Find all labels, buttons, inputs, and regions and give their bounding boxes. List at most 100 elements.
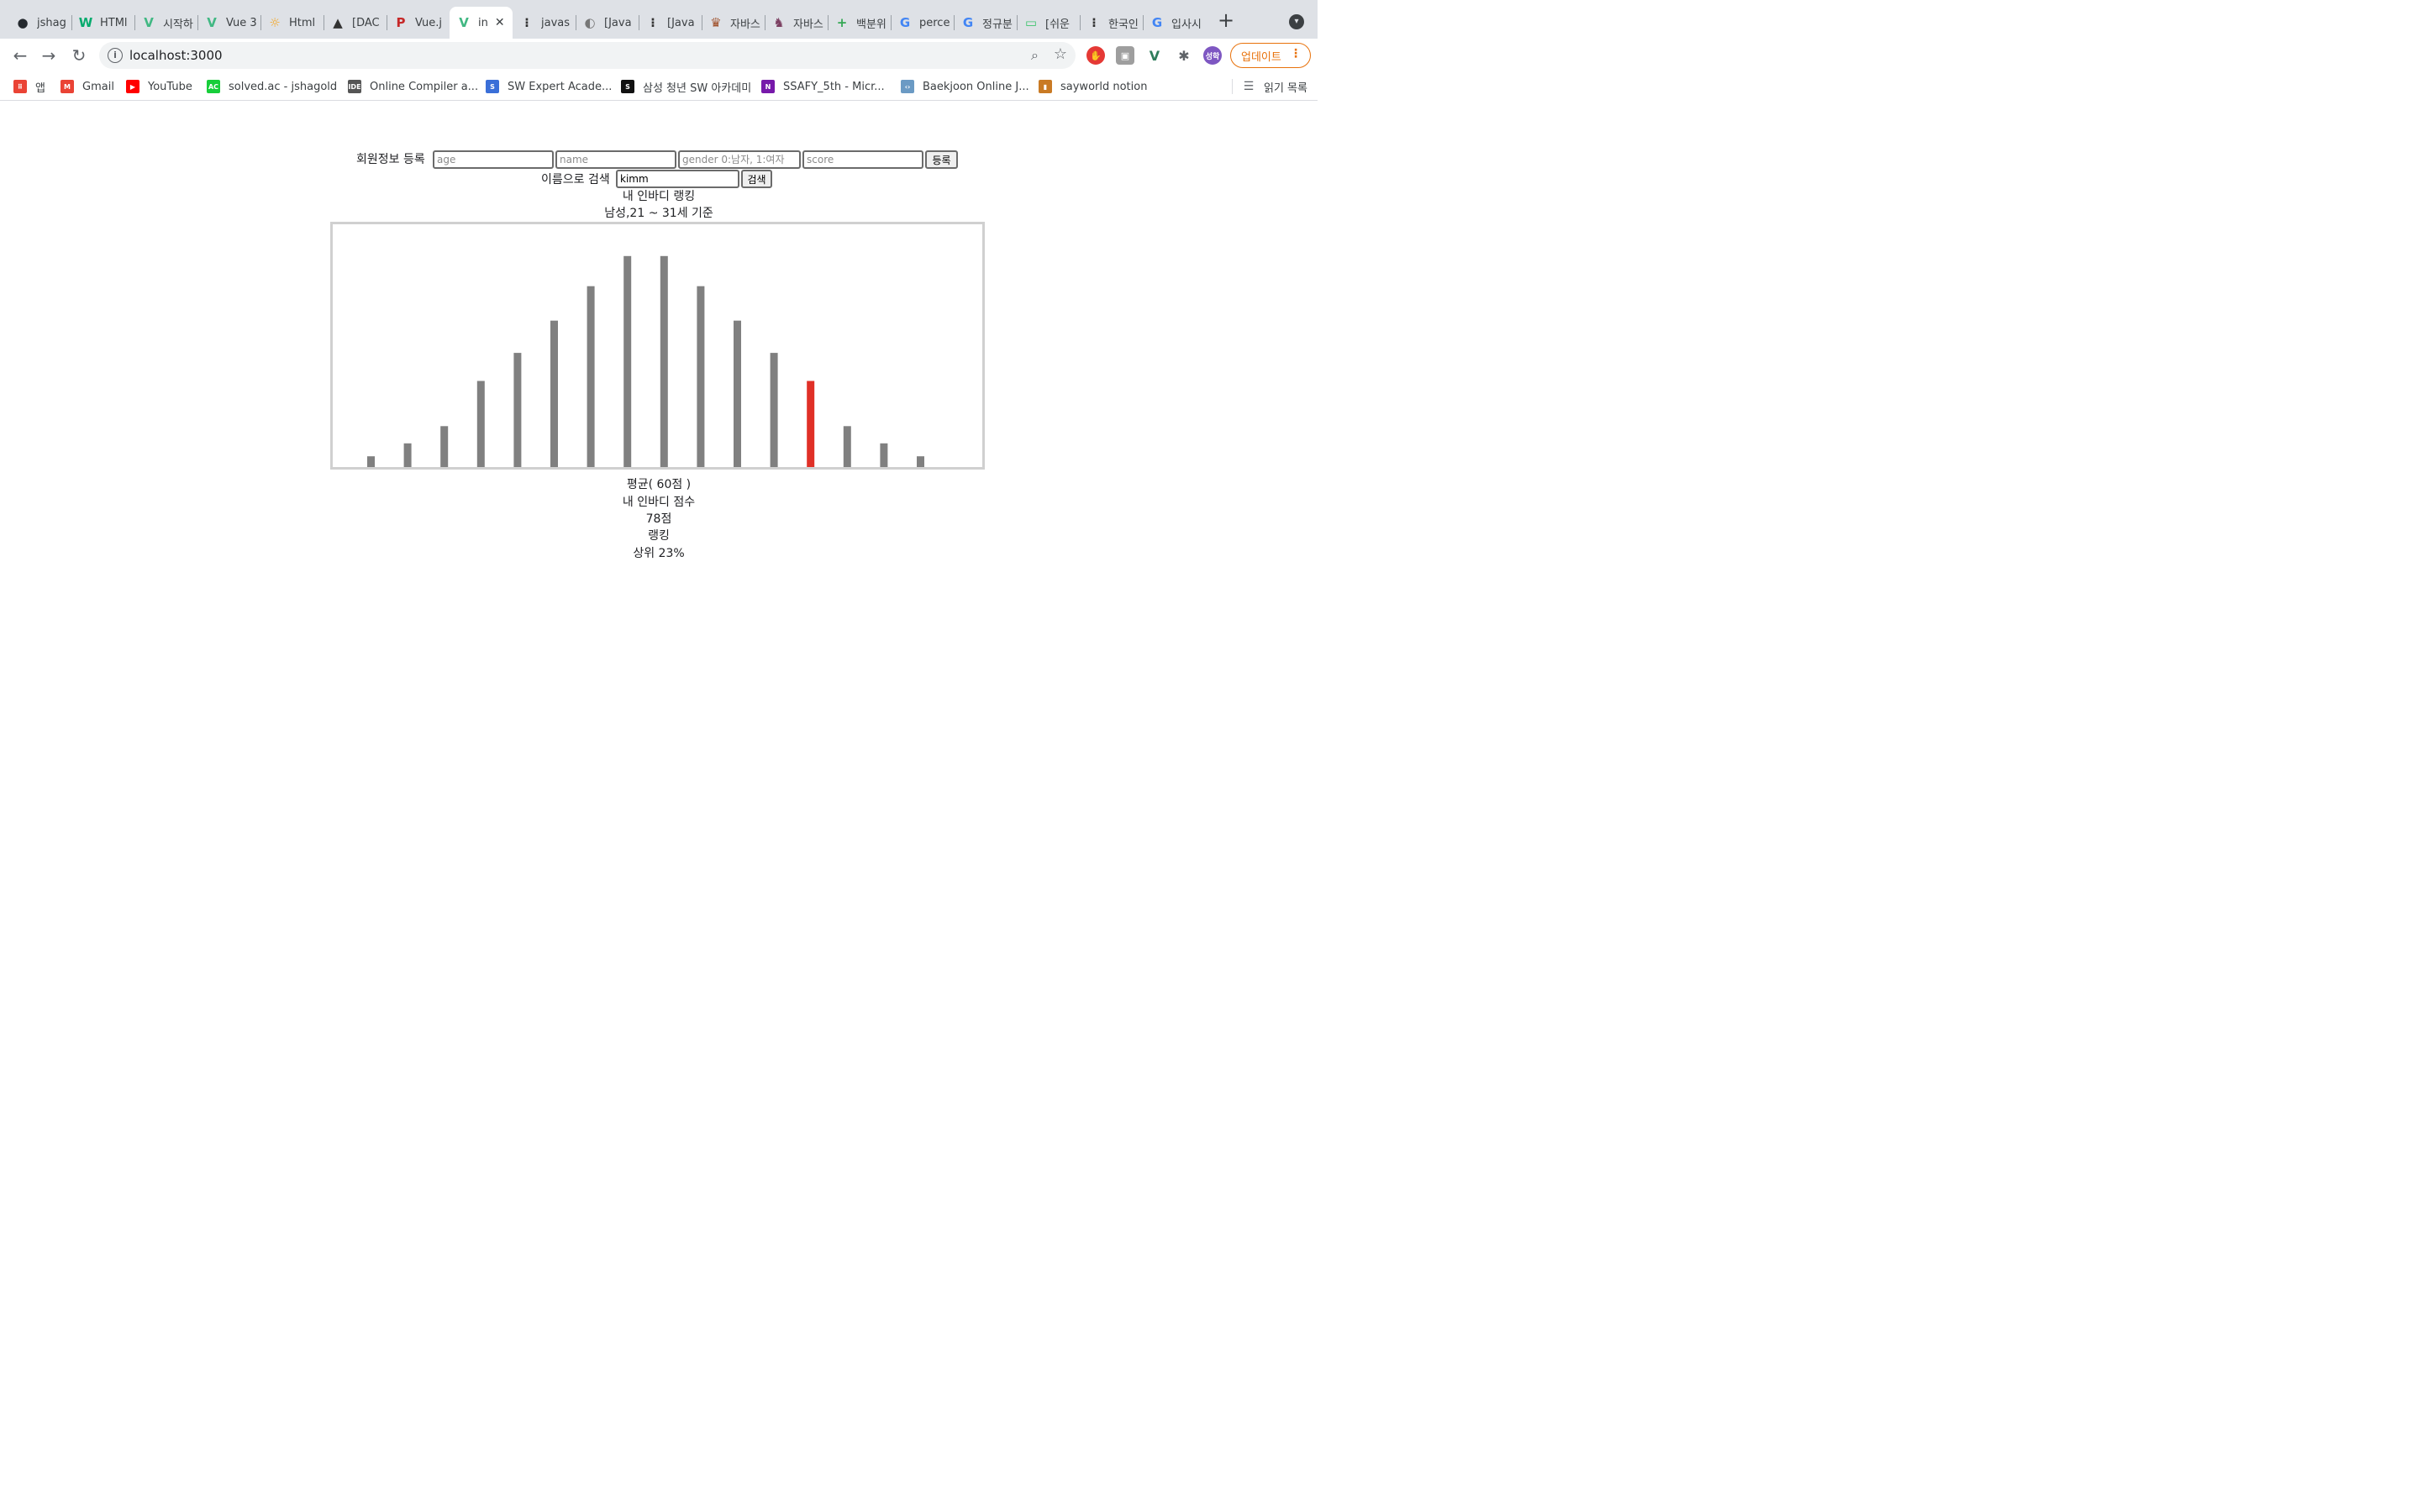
image-extension-icon[interactable]: ▣ [1116,46,1134,65]
reading-list-button[interactable]: ☰ 읽기 목록 [1242,79,1307,95]
gender-input[interactable] [678,150,801,169]
tab[interactable]: P Vue.j [387,7,450,39]
search-label: 이름으로 검색 [541,173,610,186]
profile-avatar[interactable]: 성학 [1203,46,1222,65]
reload-icon[interactable]: ↻ [71,45,87,66]
vue-icon: V [459,15,469,30]
search-button[interactable]: 검색 [741,170,772,188]
tab[interactable]: ⁝ javas [513,7,576,39]
ninja-icon: ♞ [773,15,785,30]
search-name-input[interactable] [616,170,739,188]
tab[interactable]: ● jshag [8,7,71,39]
ideone-icon: IDE [348,80,361,93]
google-icon: G [1151,15,1163,30]
bookmark-label: SW Expert Acade... [508,80,613,93]
vue-icon: V [144,15,154,30]
bookmark-item[interactable]: ‹› Baekjoon Online J... [901,79,1029,94]
tab-separator [891,15,892,30]
bookmarks-divider [1232,79,1233,94]
bookmark-item[interactable]: ▮ sayworld notion [1039,79,1147,94]
tab[interactable]: ☼ Html [260,7,324,39]
ranking-title: 내 인바디 랭킹 [622,190,696,203]
gmail-icon: M [60,80,74,93]
tab-label: 한국인 [1108,18,1139,31]
tab-label: Vue 3 [226,16,257,29]
bookmark-label: SSAFY_5th - Micr... [783,80,885,93]
tab-label: 자바스 [730,18,760,31]
tab-label: [쉬운 [1045,18,1070,31]
bookmark-item[interactable]: S SW Expert Acade... [486,79,612,94]
tab[interactable]: ⁝ 한국인 [1080,7,1143,39]
tab[interactable]: ▲ [DAC [324,7,387,39]
chart-svg [367,255,924,467]
onenote-icon: N [761,80,775,93]
tab-label: 백분위 [856,18,886,31]
new-tab-button[interactable]: + [1217,8,1235,32]
bookmark-item[interactable]: AC solved.ac - jshagold [207,79,337,94]
vue-devtools-icon[interactable]: V [1149,47,1160,64]
name-input[interactable] [555,150,676,169]
score-input[interactable] [802,150,923,169]
distribution-bar [476,381,485,467]
my-score-bar [807,381,815,467]
tab[interactable]: G 정규분 [954,7,1017,39]
distribution-bar [587,286,595,467]
bookmark-label: Gmail [82,80,114,93]
update-button[interactable]: 업데이트 ⋮ [1230,43,1311,68]
tab[interactable]: V 시작하 [134,7,197,39]
address-bar[interactable]: i localhost:3000 ⌕ ☆ [99,42,1076,69]
swea-icon: S [486,80,499,93]
distribution-bar [770,353,778,467]
bookmark-label: 앱 [35,81,45,95]
close-tab-icon[interactable]: ✕ [494,16,505,29]
bookmark-item[interactable]: N SSAFY_5th - Micr... [761,79,885,94]
tab-label: 정규분 [982,18,1013,31]
bookmark-label: sayworld notion [1060,80,1148,93]
tab[interactable]: ⁝ [Java [639,7,702,39]
tab[interactable]: G 입사시 [1143,7,1206,39]
tab[interactable]: V Vue 3 [197,7,260,39]
zoom-icon[interactable]: ⌕ [1031,47,1039,63]
book-icon: ▮ [1039,80,1052,93]
age-input[interactable] [433,150,554,169]
tab-search-icon[interactable]: ▾ [1289,14,1304,29]
bookmark-item[interactable]: ▶ YouTube [126,79,192,94]
tab-separator [197,15,198,30]
google-icon: G [962,15,974,30]
tab[interactable]: W HTMl [71,7,134,39]
tab[interactable]: + 백분위 [828,7,891,39]
register-button[interactable]: 등록 [925,150,958,169]
distribution-bar [660,255,668,467]
bookmark-label: 삼성 청년 SW 아카데미 [643,81,752,95]
address-bar-url[interactable]: localhost:3000 [129,48,223,63]
bookmark-item[interactable]: M Gmail [60,79,114,94]
tab-separator [260,15,261,30]
tab-label: jshag [37,16,66,29]
google-icon: G [899,15,911,30]
bookmark-item[interactable]: IDE Online Compiler a... [348,79,478,94]
browser-toolbar: ← → ↻ i localhost:3000 ⌕ ☆ ✋ ▣ V ✱ 성학 업데… [0,39,1318,72]
solvedac-icon: AC [207,80,220,93]
distribution-bar [367,456,375,467]
tab[interactable]: ▭ [쉬운 [1017,7,1080,39]
tab[interactable]: ◐ [Java [576,7,639,39]
extensions-puzzle-icon[interactable]: ✱ [1178,47,1190,64]
tab[interactable]: ♞ 자바스 [765,7,828,39]
bookmarks-bar: ☰ 읽기 목록 ⠿ 앱 M Gmail ▶ YouTube AC solved.ac - js… [0,72,1318,101]
forward-arrow-icon[interactable]: → [41,45,56,66]
lion-icon: ♛ [710,15,722,30]
bookmark-star-icon[interactable]: ☆ [1053,45,1067,63]
bookmark-item[interactable]: ⠿ 앱 [13,79,45,95]
back-arrow-icon[interactable]: ← [13,45,28,66]
tab[interactable]: ♛ 자바스 [702,7,765,39]
bookmark-label: YouTube [148,80,192,93]
tab-label: Html [289,16,316,29]
adblock-extension-icon[interactable]: ✋ [1086,46,1105,65]
bookmark-item[interactable]: S 삼성 청년 SW 아카데미 [621,79,752,95]
site-info-icon[interactable]: i [108,48,123,63]
vue-square-icon: V [207,15,217,30]
p-circle-icon: P [396,15,406,30]
